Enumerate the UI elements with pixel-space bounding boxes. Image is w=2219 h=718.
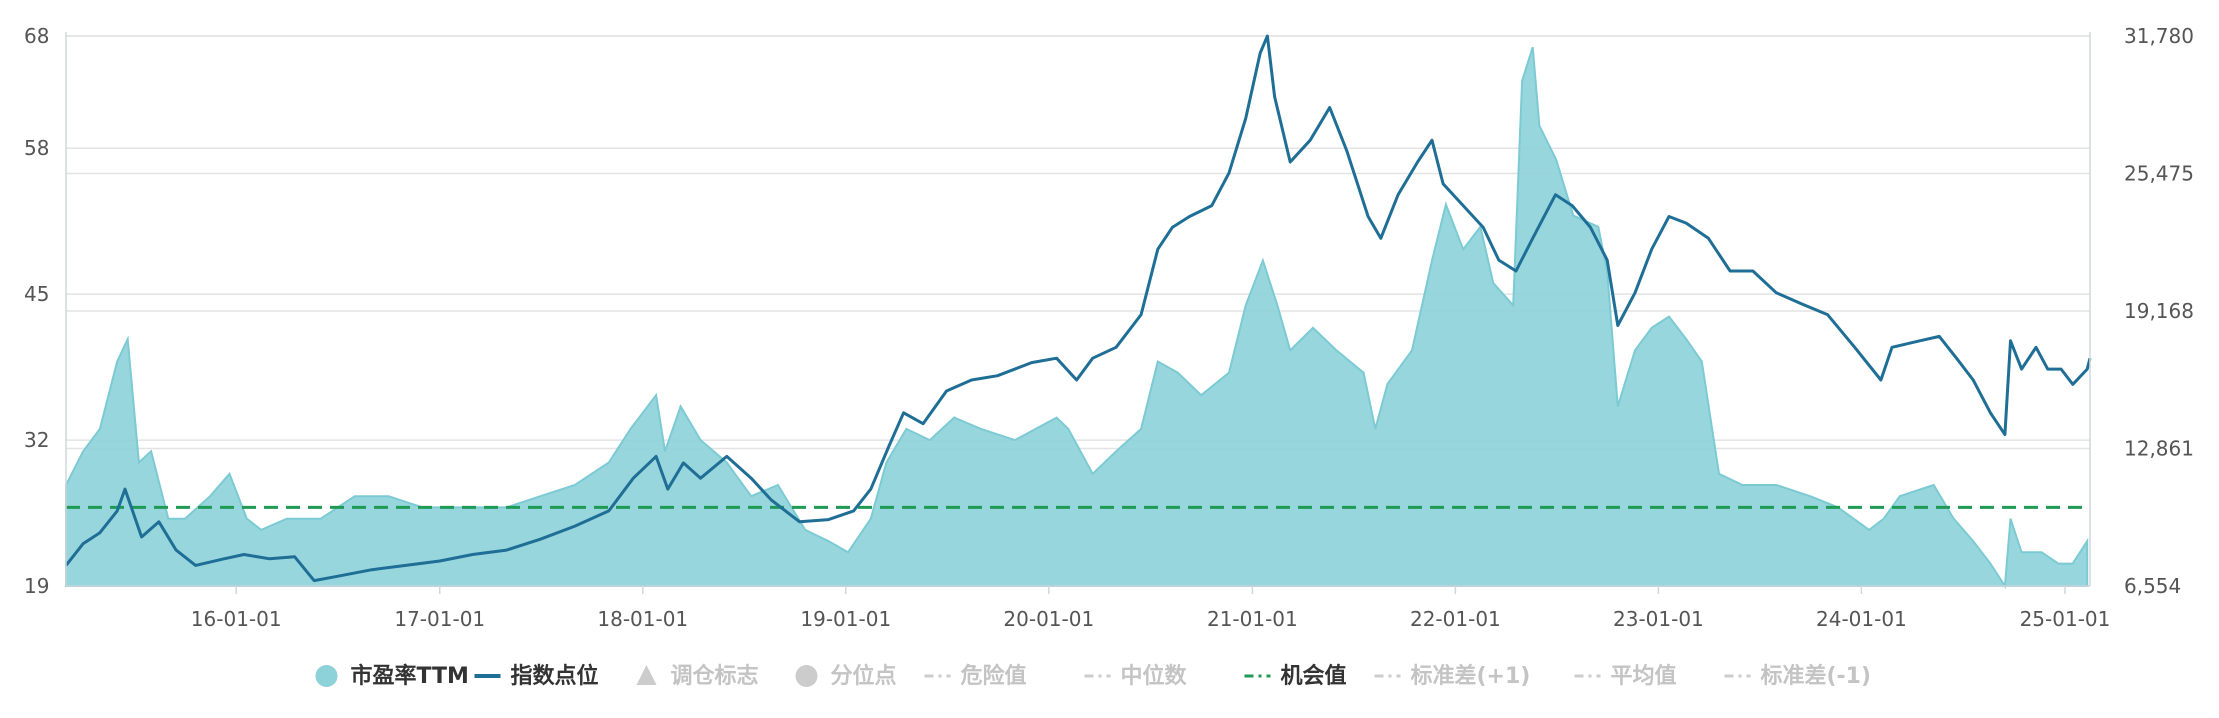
y-left-tick-label: 68 [24, 24, 49, 48]
legend-item[interactable]: 机会值 [1244, 663, 1347, 689]
legend-label: 指数点位 [511, 663, 599, 689]
y-right-tick-label: 12,861 [2124, 436, 2194, 460]
legend-triangle-icon [636, 665, 657, 685]
axis-layer: 19 32 45 58 68 6,554 12,861 19,168 25,475 31,780 1… [24, 24, 2194, 631]
legend-item[interactable]: 危险值 [924, 663, 1027, 689]
y-right-tick-label: 19,168 [2124, 299, 2194, 323]
x-tick-label: 16-01-01 [191, 607, 282, 631]
legend-item[interactable]: 市盈率TTM [315, 663, 469, 689]
y-right-tick-label: 31,780 [2124, 24, 2194, 48]
legend-circle-icon [795, 665, 818, 687]
y-right-tick-label: 6,554 [2124, 574, 2181, 598]
line-layer [64, 34, 2092, 583]
index-points-line [64, 34, 2092, 583]
x-tick-label: 24-01-01 [1816, 607, 1907, 631]
x-tick-label: 21-01-01 [1207, 607, 1298, 631]
y-left-tick-label: 58 [24, 136, 49, 160]
legend-label: 市盈率TTM [351, 663, 469, 689]
legend-label: 调仓标志 [671, 663, 759, 689]
legend-item[interactable]: 标准差(-1) [1724, 663, 1872, 689]
legend-label: 标准差(+1) [1411, 663, 1531, 689]
x-tick-label: 19-01-01 [800, 607, 891, 631]
x-tick-label: 17-01-01 [394, 607, 485, 631]
y-right-tick-label: 25,475 [2124, 161, 2194, 185]
legend-label: 标准差(-1) [1761, 663, 1872, 689]
x-tick-label: 18-01-01 [597, 607, 688, 631]
x-tick-label: 23-01-01 [1613, 607, 1704, 631]
x-tick-label: 25-01-01 [2020, 607, 2111, 631]
legend-item[interactable]: 分位点 [795, 663, 897, 689]
legend-item[interactable]: 标准差(+1) [1374, 663, 1531, 689]
legend-label: 中位数 [1121, 663, 1188, 689]
legend-label: 机会值 [1281, 663, 1347, 689]
legend-item[interactable]: 中位数 [1084, 663, 1188, 689]
x-tick-label: 22-01-01 [1410, 607, 1501, 631]
legend-item[interactable]: 指数点位 [474, 663, 599, 689]
x-tick-label: 20-01-01 [1003, 607, 1094, 631]
legend-item[interactable]: 平均值 [1574, 663, 1677, 689]
y-left-tick-label: 45 [24, 282, 49, 306]
legend-label: 危险值 [961, 663, 1027, 689]
pe-ttm-area [65, 46, 2089, 590]
y-left-tick-label: 32 [24, 428, 49, 452]
legend-label: 分位点 [831, 663, 897, 689]
legend-item[interactable]: 调仓标志 [636, 663, 759, 689]
legend-circle-icon [315, 665, 338, 687]
y-left-tick-label: 19 [24, 574, 49, 598]
area-layer [65, 46, 2089, 590]
legend-label: 平均值 [1611, 663, 1677, 689]
legend: 市盈率TTM 指数点位 调仓标志 分位点 危险值 中位数 机会值 标准差(+1) 平均值 标准差(… [315, 663, 1872, 689]
